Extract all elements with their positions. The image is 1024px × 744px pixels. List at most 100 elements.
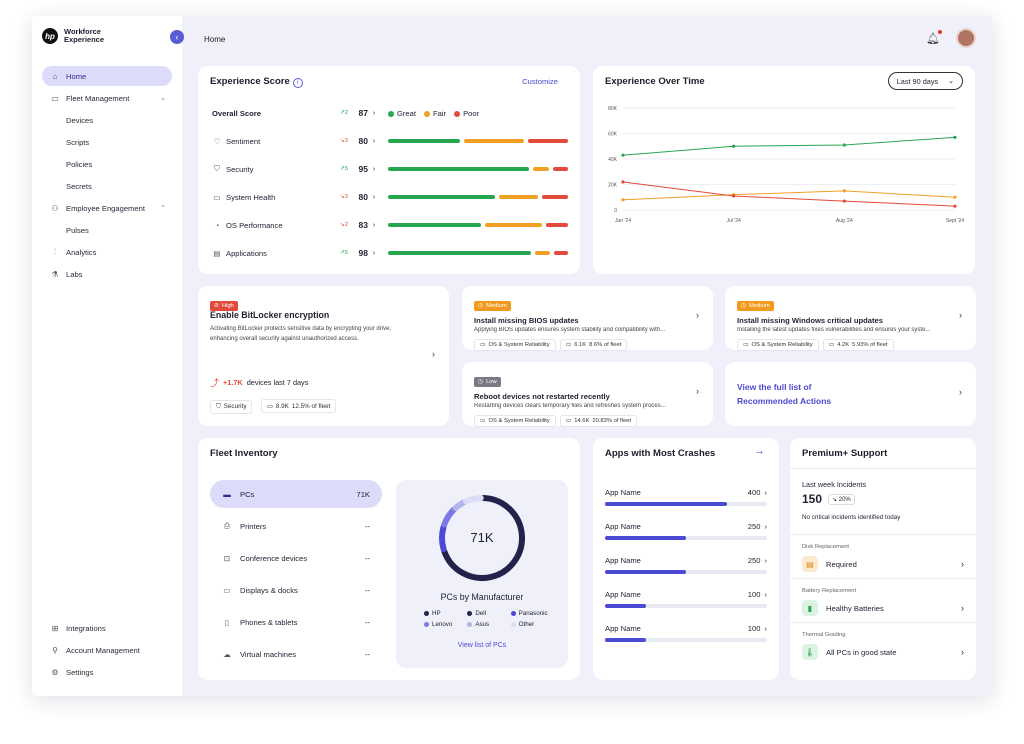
chevron-right-icon[interactable]: › <box>432 349 435 359</box>
fleet-item-pcs[interactable]: ▬ PCs 71K <box>210 480 382 508</box>
score-distribution-bar <box>388 223 568 227</box>
sidebar-item-labs[interactable]: ⚗ Labs <box>42 264 172 284</box>
data-point[interactable] <box>732 144 736 148</box>
support-item-battery-replacement[interactable]: Battery Replacement ▮ Healthy Batteries › <box>802 588 964 616</box>
app-crash-row[interactable]: App Name 100 › <box>605 590 767 608</box>
arrow-right-icon[interactable]: → <box>754 445 765 457</box>
chevron-right-icon: › <box>959 310 962 320</box>
monitor-icon: ▭ <box>213 192 221 202</box>
overall-score-row[interactable]: Overall Score ↗2 87 › Great Fair Poor <box>212 106 568 120</box>
donut-segment[interactable] <box>439 523 447 553</box>
brand-logo[interactable]: hp Workforce Experience <box>42 28 124 44</box>
heart-icon: ♡ <box>213 136 221 146</box>
app-name: App Name <box>605 488 641 497</box>
sidebar-item-home[interactable]: ⌂ Home <box>42 66 172 86</box>
data-point[interactable] <box>621 153 625 157</box>
recommendation-card-install-missing-bios-updates[interactable]: ◷ Medium Install missing BIOS updates Apply… <box>462 286 713 351</box>
bell-icon[interactable]: 🔔︎ <box>926 33 940 45</box>
support-item-label: Thermal Grading <box>802 632 846 638</box>
chevron-down-icon: ⌄ <box>948 78 954 85</box>
trend-value: 2 <box>344 110 348 116</box>
badge-label: Medium <box>486 303 507 309</box>
score-value: 80 <box>358 136 368 146</box>
donut-segment[interactable] <box>441 506 457 528</box>
sidebar-bottom-nav: ⊞ Integrations ⚲ Account Management ⚙ Setti… <box>42 618 172 684</box>
sidebar-item-account-management[interactable]: ⚲ Account Management <box>42 640 172 660</box>
fleet-item-displays-docks[interactable]: ▭ Displays & docks -- <box>210 576 382 604</box>
recommendation-card-main[interactable]: ⊘ High Enable BitLocker encryption Activa… <box>198 286 449 426</box>
sidebar-item-policies[interactable]: Policies <box>42 154 172 174</box>
chip-count: 6.1K <box>574 342 587 348</box>
fleet-item-virtual-machines[interactable]: ☁ Virtual machines -- <box>210 640 382 668</box>
support-item-disk-replacement[interactable]: Disk Replacement ▤ Required › <box>802 544 964 572</box>
legend-great: Great <box>388 109 416 118</box>
priority-badge: ⊘ High <box>210 301 238 311</box>
sidebar-item-secrets[interactable]: Secrets <box>42 176 172 196</box>
sidebar-item-settings[interactable]: ⚙ Settings <box>42 662 172 682</box>
donut-segment[interactable] <box>463 495 484 505</box>
sidebar-item-pulses[interactable]: Pulses <box>42 220 172 240</box>
fleet-item-label: PCs <box>240 489 255 499</box>
date-range-select[interactable]: Last 90 days ⌄ <box>887 72 963 90</box>
avatar[interactable] <box>956 28 976 48</box>
score-row-applications[interactable]: ▤ Applications ↗5 98 › <box>212 246 568 260</box>
view-all-recommendations-link[interactable]: View the full list of Recommended Action… <box>737 382 832 406</box>
chevron-right-icon: › <box>372 221 376 229</box>
sidebar-item-integrations[interactable]: ⊞ Integrations <box>42 618 172 638</box>
data-point[interactable] <box>621 180 625 184</box>
info-icon[interactable]: i <box>292 78 303 88</box>
view-all-recommendations-card[interactable]: View the full list of Recommended Action… <box>725 362 976 426</box>
collapse-sidebar-button[interactable]: ‹ <box>170 30 184 44</box>
app-crash-row[interactable]: App Name 400 › <box>605 488 767 506</box>
data-point[interactable] <box>953 204 957 208</box>
score-distribution-bar <box>388 167 569 171</box>
sidebar-item-employee-engagement[interactable]: ⚇ Employee Engagement ⌃ <box>42 198 172 218</box>
chevron-right-icon: › <box>764 590 767 599</box>
legend-hp: HP <box>424 610 467 617</box>
sidebar-item-scripts[interactable]: Scripts <box>42 132 172 152</box>
category-chip: ▭ OS & System Reliability <box>474 339 556 351</box>
data-point[interactable] <box>732 194 736 198</box>
fleet-item-conference-devices[interactable]: ⊡ Conference devices -- <box>210 544 382 572</box>
data-point[interactable] <box>842 189 846 193</box>
data-point[interactable] <box>842 143 846 147</box>
legend-poor: Poor <box>454 109 479 118</box>
fleet-item-printers[interactable]: ⎙ Printers -- <box>210 512 382 540</box>
recommendation-chips: ▭ OS & System Reliability ▭ 4.2K 5.93% of fl… <box>737 333 942 351</box>
data-point[interactable] <box>621 198 625 202</box>
recommendation-card-install-missing-windows-critical-updates[interactable]: ◷ Medium Install missing Windows critical … <box>725 286 976 351</box>
fleet-item-phones-tablets[interactable]: ▯ Phones & tablets -- <box>210 608 382 636</box>
crash-bar-track <box>605 604 767 608</box>
data-point[interactable] <box>953 135 957 139</box>
legend-label: Fair <box>433 108 447 118</box>
recommendation-stat: ⤴ +1.7K devices last 7 days <box>210 376 308 389</box>
data-point[interactable] <box>842 199 846 203</box>
recommendation-card-reboot-devices-not-restarted-recently[interactable]: ◷ Low Reboot devices not restarted recentl… <box>462 362 713 427</box>
fleet-item-value: -- <box>364 649 370 659</box>
view-list-of-pcs-link[interactable]: View list of PCs <box>457 642 507 649</box>
support-item-thermal-grading[interactable]: Thermal Grading 🌡 All PCs in good state › <box>802 632 964 660</box>
sidebar-item-devices[interactable]: Devices <box>42 110 172 130</box>
overall-score-value: 87 <box>358 108 368 118</box>
sidebar-item-fleet-management[interactable]: ▭ Fleet Management ⌄ <box>42 88 172 108</box>
donut-segment[interactable] <box>441 495 525 581</box>
score-row-sentiment[interactable]: ♡ Sentiment ↘3 80 › <box>212 134 568 148</box>
donut-segment[interactable] <box>452 499 467 512</box>
score-row-label-group: ♡ Sentiment <box>212 137 332 146</box>
app-crash-row[interactable]: App Name 100 › <box>605 624 767 642</box>
app-crash-row[interactable]: App Name 250 › <box>605 556 767 574</box>
fleet-item-value: -- <box>364 617 370 627</box>
score-row-label: Applications <box>226 248 267 258</box>
score-row-security[interactable]: ⛉ Security ↗5 95 › <box>212 162 569 176</box>
disk-icon: ▤ <box>802 556 818 572</box>
data-point[interactable] <box>953 195 957 199</box>
divider <box>790 468 976 469</box>
score-row-system-health[interactable]: ▭ System Health ↘3 80 › <box>212 190 568 204</box>
legend-label: Poor <box>463 108 480 118</box>
score-row-os-performance[interactable]: ◔ OS Performance ↘2 83 › <box>212 218 568 232</box>
app-crash-row[interactable]: App Name 250 › <box>605 522 767 540</box>
customize-link[interactable]: Customize <box>522 77 558 86</box>
y-tick-label: 20K <box>608 183 618 189</box>
bar-segment-great <box>388 223 481 227</box>
sidebar-item-analytics[interactable]: ⫶ Analytics <box>42 242 172 262</box>
